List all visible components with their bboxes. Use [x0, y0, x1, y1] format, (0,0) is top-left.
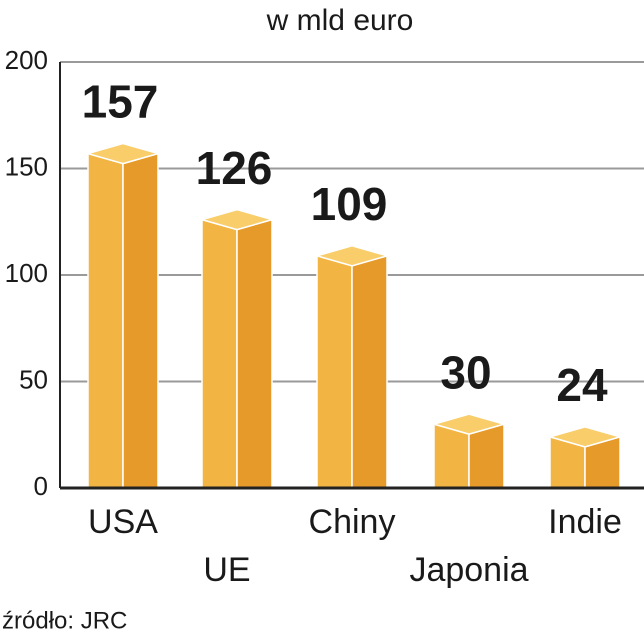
y-tick-label: 0: [34, 471, 48, 501]
bar: [85, 142, 161, 489]
x-tick-label: UE: [203, 551, 250, 589]
y-tick-label: 50: [19, 364, 48, 394]
bar-front: [87, 152, 124, 489]
bar-front: [316, 254, 353, 489]
x-tick-label: Chiny: [309, 503, 396, 541]
value-label: 157: [82, 76, 159, 128]
y-tick-label: 200: [5, 45, 48, 75]
bar-side: [468, 423, 505, 489]
bar-front: [433, 423, 470, 489]
bar: [431, 413, 507, 489]
x-tick-label: Japonia: [409, 551, 528, 589]
bar-top: [431, 413, 507, 435]
y-tick-label: 100: [5, 258, 48, 288]
value-label: 24: [556, 359, 608, 411]
bar-side: [351, 254, 388, 489]
bar: [547, 426, 623, 489]
bar-top: [547, 426, 623, 448]
bar-side: [236, 218, 273, 489]
bar-front: [201, 218, 238, 489]
x-tick-label: USA: [88, 503, 158, 541]
value-label: 109: [311, 178, 388, 230]
bar: [199, 208, 275, 489]
bar-top: [314, 245, 390, 267]
chart-title: w mld euro: [266, 4, 414, 37]
value-label: 30: [440, 346, 491, 398]
bar-top: [85, 142, 161, 165]
source-note: źródło: JRC: [2, 607, 127, 634]
bar-top: [199, 208, 275, 231]
bar-side: [122, 152, 159, 489]
x-tick-label: Indie: [548, 503, 622, 541]
value-label: 126: [196, 142, 273, 194]
bar: [314, 245, 390, 489]
y-tick-label: 150: [5, 151, 48, 181]
